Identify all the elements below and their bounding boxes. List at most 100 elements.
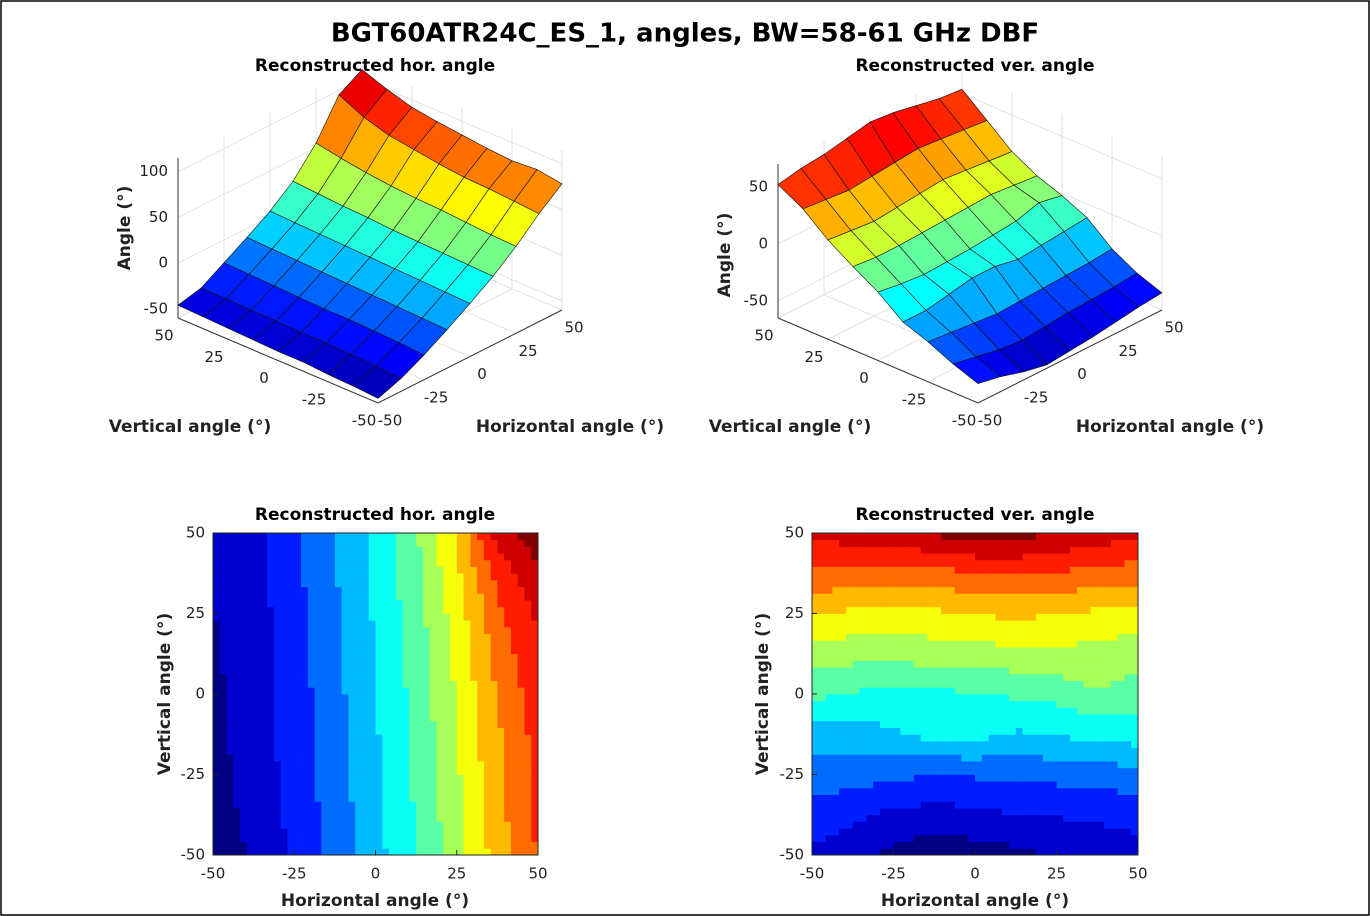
contour-cell xyxy=(490,747,498,755)
contour-cell xyxy=(382,720,390,728)
contour-cell xyxy=(477,694,485,702)
contour-cell xyxy=(1124,613,1132,621)
contour-cell xyxy=(443,707,451,715)
contour-cell xyxy=(246,754,255,762)
contour-cell xyxy=(504,787,512,796)
contour-cell xyxy=(927,586,935,594)
contour-cell xyxy=(1056,821,1064,829)
contour-cell xyxy=(832,814,840,822)
contour-cell xyxy=(409,559,417,567)
contour-cell xyxy=(253,787,261,796)
contour-cell xyxy=(321,808,329,816)
contour-cell xyxy=(301,579,309,588)
axes-title: Reconstructed hor. angle xyxy=(255,505,495,525)
contour-cell xyxy=(879,707,888,715)
contour-cell xyxy=(975,794,983,802)
contour-cell xyxy=(1124,647,1132,655)
contour-cell xyxy=(968,767,976,775)
contour-cell xyxy=(497,747,505,755)
contour-cell xyxy=(920,626,928,635)
contour-cell xyxy=(246,834,255,842)
contour-cell xyxy=(1131,700,1139,708)
contour-cell xyxy=(1042,600,1051,608)
contour-cell xyxy=(818,687,826,695)
contour-cell xyxy=(233,700,241,708)
contour-cell xyxy=(920,687,928,695)
contour-cell xyxy=(219,707,227,715)
contour-cell xyxy=(504,707,512,715)
contour-cell xyxy=(1036,734,1044,742)
contour-cell xyxy=(402,687,410,695)
contour-cell xyxy=(219,553,227,561)
contour-cell xyxy=(416,767,424,775)
contour-cell xyxy=(470,680,478,688)
contour-cell xyxy=(981,566,989,574)
contour-cell xyxy=(995,620,1003,628)
contour-cell xyxy=(845,761,854,769)
contour-cell xyxy=(314,828,322,836)
contour-cell xyxy=(825,754,833,762)
contour-cell xyxy=(1015,714,1023,722)
contour-cell xyxy=(961,687,969,695)
contour-cell xyxy=(1049,687,1057,695)
contour-cell xyxy=(375,660,383,668)
contour-cell xyxy=(382,539,390,547)
contour-cell xyxy=(301,734,309,742)
contour-cell xyxy=(497,707,505,715)
contour-cell xyxy=(328,566,336,574)
contour-cell xyxy=(1090,573,1098,581)
contour-cell xyxy=(866,660,874,668)
contour-cell xyxy=(975,767,983,775)
contour-cell xyxy=(348,747,356,755)
contour-cell xyxy=(818,734,826,742)
contour-cell xyxy=(321,828,329,836)
contour-cell xyxy=(818,626,826,635)
contour-cell xyxy=(818,828,826,836)
contour-cell xyxy=(907,848,915,856)
contour-cell xyxy=(927,821,935,829)
contour-cell xyxy=(348,673,356,681)
contour-cell xyxy=(355,781,363,789)
contour-cell xyxy=(233,834,241,842)
contour-cell xyxy=(1036,620,1044,628)
contour-cell xyxy=(866,734,874,742)
contour-cell xyxy=(280,687,288,695)
contour-cell xyxy=(1029,714,1037,722)
contour-cell xyxy=(1022,559,1030,567)
contour-cell xyxy=(934,586,942,594)
contour-cell xyxy=(812,787,820,796)
contour-cell xyxy=(947,553,956,561)
contour-cell xyxy=(1110,546,1119,554)
contour-cell xyxy=(524,613,532,621)
contour-cell xyxy=(382,821,390,829)
x-tick-label: 0 xyxy=(970,865,980,883)
contour-cell xyxy=(301,754,309,762)
contour-cell xyxy=(1063,660,1071,668)
contour-cell xyxy=(839,687,847,695)
contour-cell xyxy=(429,593,437,601)
contour-cell xyxy=(470,647,478,655)
contour-cell xyxy=(490,553,498,561)
contour-cell xyxy=(1070,787,1078,796)
contour-cell xyxy=(314,593,322,601)
contour-cell xyxy=(443,787,451,796)
contour-cell xyxy=(240,828,248,836)
contour-cell xyxy=(517,694,525,702)
contour-cell xyxy=(294,539,302,547)
contour-cell xyxy=(219,626,227,635)
contour-cell xyxy=(368,593,376,601)
contour-cell xyxy=(422,579,431,588)
contour-cell xyxy=(1070,553,1078,561)
contour-cell xyxy=(449,546,458,554)
contour-cell xyxy=(307,553,315,561)
contour-cell xyxy=(968,566,976,574)
contour-cell xyxy=(907,794,915,802)
contour-cell xyxy=(845,647,854,655)
contour-cell xyxy=(859,640,867,648)
contour-cell xyxy=(947,667,956,675)
contour-cell xyxy=(321,707,329,715)
contour-cell xyxy=(510,707,519,715)
contour-cell xyxy=(893,613,901,621)
contour-cell xyxy=(981,834,989,842)
x-tick-label: 25 xyxy=(518,342,537,360)
